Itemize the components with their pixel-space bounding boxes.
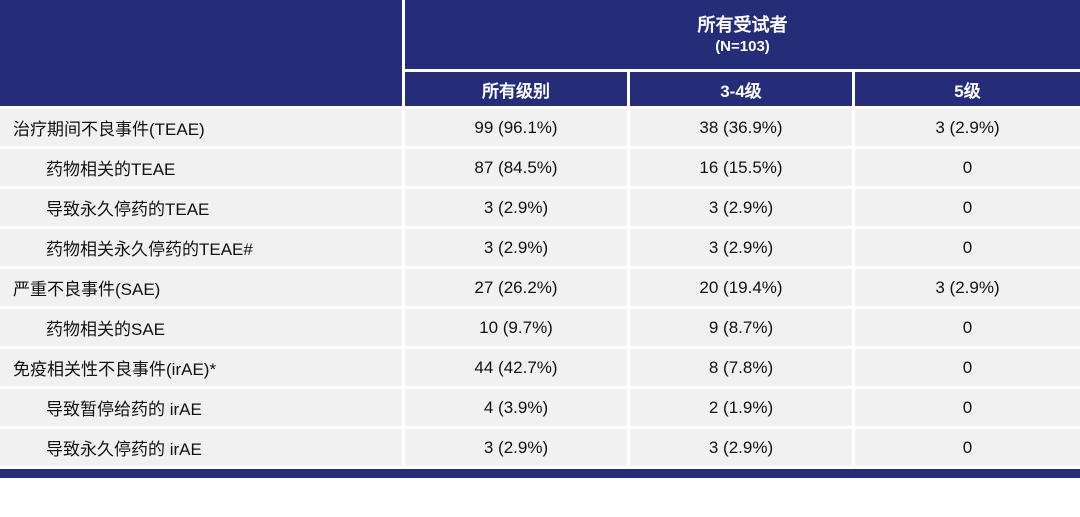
table-cell: 16 (15.5%)	[630, 149, 855, 189]
table-cell: 44 (42.7%)	[405, 349, 630, 389]
row-label: 药物相关的SAE	[0, 309, 405, 349]
table-cell: 4 (3.9%)	[405, 389, 630, 429]
table-cell: 99 (96.1%)	[405, 109, 630, 149]
table-cell: 3 (2.9%)	[405, 189, 630, 229]
row-label: 药物相关的TEAE	[0, 149, 405, 189]
table-cell: 3 (2.9%)	[405, 229, 630, 269]
row-label: 药物相关永久停药的TEAE#	[0, 229, 405, 269]
column-header-grade-3-4: 3-4级	[630, 72, 855, 109]
table-cell: 9 (8.7%)	[630, 309, 855, 349]
table-row: 导致永久停药的 irAE 3 (2.9%) 3 (2.9%) 0	[0, 429, 1080, 469]
table-cell: 20 (19.4%)	[630, 269, 855, 309]
table-cell: 3 (2.9%)	[630, 189, 855, 229]
table-row: 严重不良事件(SAE) 27 (26.2%) 20 (19.4%) 3 (2.9…	[0, 269, 1080, 309]
table-cell: 10 (9.7%)	[405, 309, 630, 349]
group-subtitle: (N=103)	[715, 37, 770, 55]
row-label: 导致永久停药的 irAE	[0, 429, 405, 469]
table-cell: 0	[855, 189, 1080, 229]
table-cell: 3 (2.9%)	[405, 429, 630, 469]
row-label: 导致永久停药的TEAE	[0, 189, 405, 229]
table-cell: 8 (7.8%)	[630, 349, 855, 389]
row-label: 导致暂停给药的 irAE	[0, 389, 405, 429]
column-header-row: 所有级别 3-4级 5级	[0, 72, 1080, 109]
table-cell: 0	[855, 349, 1080, 389]
bottom-accent-bar	[0, 469, 1080, 478]
table-row: 治疗期间不良事件(TEAE) 99 (96.1%) 38 (36.9%) 3 (…	[0, 109, 1080, 149]
table-cell: 3 (2.9%)	[855, 109, 1080, 149]
row-label: 治疗期间不良事件(TEAE)	[0, 109, 405, 149]
table-cell: 3 (2.9%)	[630, 429, 855, 469]
group-header-cell: 所有受试者 (N=103)	[405, 0, 1080, 72]
corner-cell	[0, 0, 405, 109]
table-cell: 0	[855, 229, 1080, 269]
table-cell: 0	[855, 309, 1080, 349]
table-cell: 38 (36.9%)	[630, 109, 855, 149]
table-cell: 2 (1.9%)	[630, 389, 855, 429]
group-title: 所有受试者	[697, 15, 788, 36]
table-cell: 27 (26.2%)	[405, 269, 630, 309]
group-header-row: 所有受试者 (N=103)	[0, 0, 1080, 109]
row-label: 免疫相关性不良事件(irAE)*	[0, 349, 405, 389]
adverse-events-table: 所有受试者 (N=103) 所有级别 3-4级 5级 治疗期间不良事件(TEAE…	[0, 0, 1080, 469]
table-row: 药物相关的SAE 10 (9.7%) 9 (8.7%) 0	[0, 309, 1080, 349]
table-row: 药物相关的TEAE 87 (84.5%) 16 (15.5%) 0	[0, 149, 1080, 189]
column-header-all-grades: 所有级别	[405, 72, 630, 109]
table-row: 免疫相关性不良事件(irAE)* 44 (42.7%) 8 (7.8%) 0	[0, 349, 1080, 389]
row-label: 严重不良事件(SAE)	[0, 269, 405, 309]
table-cell: 0	[855, 389, 1080, 429]
table-cell: 87 (84.5%)	[405, 149, 630, 189]
table-row: 药物相关永久停药的TEAE# 3 (2.9%) 3 (2.9%) 0	[0, 229, 1080, 269]
table-cell: 3 (2.9%)	[855, 269, 1080, 309]
column-header-grade-5: 5级	[855, 72, 1080, 109]
table-cell: 0	[855, 149, 1080, 189]
table-cell: 0	[855, 429, 1080, 469]
table-row: 导致永久停药的TEAE 3 (2.9%) 3 (2.9%) 0	[0, 189, 1080, 229]
table-cell: 3 (2.9%)	[630, 229, 855, 269]
table-row: 导致暂停给药的 irAE 4 (3.9%) 2 (1.9%) 0	[0, 389, 1080, 429]
